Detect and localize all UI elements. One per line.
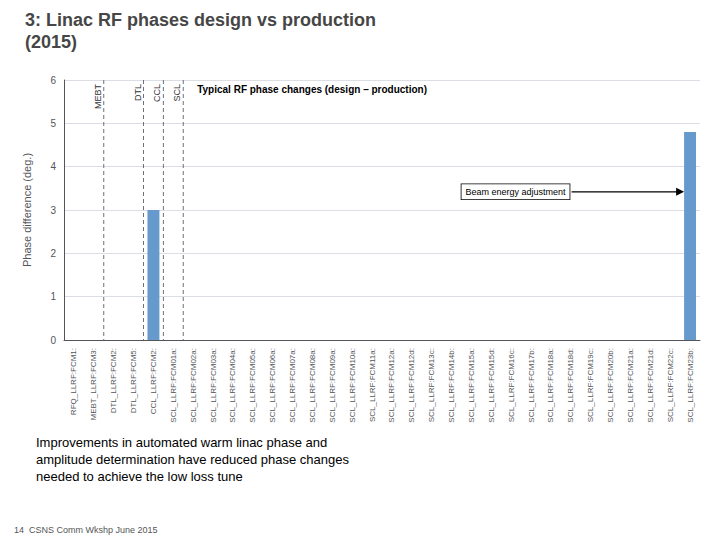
svg-text:Typical RF phase changes (desi: Typical RF phase changes (design – produ… xyxy=(197,84,427,95)
svg-text:SCL_LLRF:FCM23b:: SCL_LLRF:FCM23b: xyxy=(686,348,695,423)
svg-text:(2015): (2015) xyxy=(25,32,77,52)
svg-text:SCL_LLRF:FCM12a:: SCL_LLRF:FCM12a: xyxy=(387,348,396,423)
svg-text:DTL: DTL xyxy=(133,84,143,101)
svg-text:0: 0 xyxy=(50,335,56,346)
svg-text:SCL_LLRF:FCM02a:: SCL_LLRF:FCM02a: xyxy=(189,348,198,423)
svg-text:6: 6 xyxy=(50,75,56,86)
svg-text:3: Linac RF phases design vs p: 3: Linac RF phases design vs production xyxy=(25,10,376,30)
svg-text:RFQ_LLRF:FCM1:: RFQ_LLRF:FCM1: xyxy=(69,348,78,415)
svg-text:needed to achieve the low loss: needed to achieve the low loss tune xyxy=(36,469,243,484)
svg-text:SCL_LLRF:FCM01a:: SCL_LLRF:FCM01a: xyxy=(169,348,178,423)
svg-text:SCL_LLRF:FCM10a:: SCL_LLRF:FCM10a: xyxy=(348,348,357,423)
svg-text:DTL_LLRF:FCM2:: DTL_LLRF:FCM2: xyxy=(109,348,118,413)
svg-text:SCL_LLRF:FCM07a:: SCL_LLRF:FCM07a: xyxy=(288,348,297,423)
svg-text:SCL_LLRF:FCM08a:: SCL_LLRF:FCM08a: xyxy=(308,348,317,423)
svg-text:SCL_LLRF:FCM21a:: SCL_LLRF:FCM21a: xyxy=(626,348,635,423)
svg-text:SCL_LLRF:FCM20b:: SCL_LLRF:FCM20b: xyxy=(606,348,615,423)
svg-text:SCL_LLRF:FCM15d:: SCL_LLRF:FCM15d: xyxy=(487,348,496,423)
svg-text:SCL_LLRF:FCM22c:: SCL_LLRF:FCM22c: xyxy=(666,348,675,422)
svg-text:5: 5 xyxy=(50,118,56,129)
svg-text:SCL_LLRF:FCM05a:: SCL_LLRF:FCM05a: xyxy=(248,348,257,423)
svg-text:MEBT_LLRF:FCM3:: MEBT_LLRF:FCM3: xyxy=(89,348,98,420)
svg-text:SCL_LLRF:FCM21d:: SCL_LLRF:FCM21d: xyxy=(646,348,655,423)
svg-text:4: 4 xyxy=(50,161,56,172)
svg-text:SCL_LLRF:FCM18a:: SCL_LLRF:FCM18a: xyxy=(546,348,555,423)
svg-text:SCL_LLRF:FCM19c:: SCL_LLRF:FCM19c: xyxy=(586,348,595,422)
svg-text:SCL_LLRF:FCM18d:: SCL_LLRF:FCM18d: xyxy=(566,348,575,423)
svg-text:DTL_LLRF:FCM5:: DTL_LLRF:FCM5: xyxy=(129,348,138,413)
svg-text:SCL_LLRF:FCM03a:: SCL_LLRF:FCM03a: xyxy=(209,348,218,423)
svg-text:SCL_LLRF:FCM09a:: SCL_LLRF:FCM09a: xyxy=(328,348,337,423)
svg-text:SCL_LLRF:FCM11a:: SCL_LLRF:FCM11a: xyxy=(368,348,377,422)
svg-text:CCL: CCL xyxy=(152,84,162,102)
svg-text:SCL_LLRF:FCM06a:: SCL_LLRF:FCM06a: xyxy=(268,348,277,423)
svg-text:SCL_LLRF:FCM13c:: SCL_LLRF:FCM13c: xyxy=(427,348,436,422)
svg-text:amplitude determination have r: amplitude determination have reduced pha… xyxy=(36,452,349,467)
svg-text:SCL_LLRF:FCM16c:: SCL_LLRF:FCM16c: xyxy=(507,348,516,422)
svg-text:SCL_LLRF:FCM12d:: SCL_LLRF:FCM12d: xyxy=(407,348,416,423)
svg-text:2: 2 xyxy=(50,248,56,259)
svg-text:SCL_LLRF:FCM15a:: SCL_LLRF:FCM15a: xyxy=(467,348,476,423)
svg-text:Improvements in automated warm: Improvements in automated warm linac pha… xyxy=(36,435,327,450)
svg-text:SCL_LLRF:FCM14b:: SCL_LLRF:FCM14b: xyxy=(447,348,456,423)
svg-text:CCL_LLRF:FCM2:: CCL_LLRF:FCM2: xyxy=(149,348,158,414)
svg-text:1: 1 xyxy=(50,291,56,302)
svg-text:SCL: SCL xyxy=(172,84,182,102)
svg-text:SCL_LLRF:FCM17b:: SCL_LLRF:FCM17b: xyxy=(527,348,536,423)
svg-text:Beam energy adjustment: Beam energy adjustment xyxy=(466,187,567,197)
svg-text:3: 3 xyxy=(50,205,56,216)
svg-text:Phase difference (deg.): Phase difference (deg.) xyxy=(21,153,33,267)
svg-text:MEBT: MEBT xyxy=(93,84,103,110)
svg-text:14 CSNS Comm Wkshp June 2015: 14 CSNS Comm Wkshp June 2015 xyxy=(14,525,158,535)
svg-text:SCL_LLRF:FCM04a:: SCL_LLRF:FCM04a: xyxy=(228,348,237,423)
